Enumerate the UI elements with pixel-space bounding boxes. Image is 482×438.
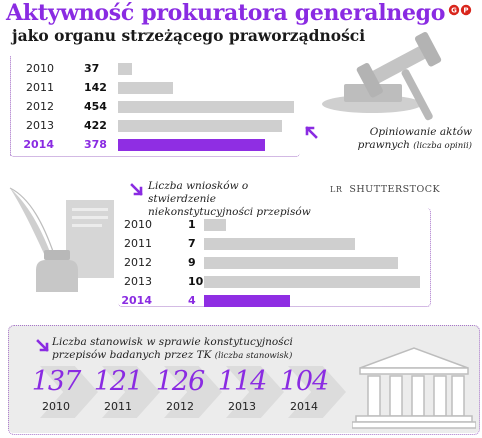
bar-value-label: 7 xyxy=(188,237,196,250)
panel-opinions-caption-text: Opiniowanie aktów prawnych xyxy=(357,126,472,151)
svg-text:P: P xyxy=(463,7,468,15)
page-subtitle: jako organu strzeżącego praworządności xyxy=(12,26,366,45)
bar-category-label: 2010 xyxy=(26,62,54,75)
bar-category-label: 2013 xyxy=(26,119,54,132)
bar xyxy=(204,257,398,269)
bar xyxy=(118,63,132,75)
bar xyxy=(118,139,265,151)
bar-category-label: 2010 xyxy=(124,218,152,231)
category-label: 2011 xyxy=(104,400,132,413)
bar-category-label: 2013 xyxy=(124,275,152,288)
bar-value-label: 454 xyxy=(84,100,107,113)
value-label: 114 xyxy=(217,366,268,397)
category-label: 2013 xyxy=(228,400,256,413)
bar-value-label: 378 xyxy=(84,138,107,151)
category-label: 2014 xyxy=(290,400,318,413)
gavel-icon xyxy=(322,32,442,121)
bar-category-label: 2014 xyxy=(121,294,152,307)
bar-value-label: 142 xyxy=(84,81,107,94)
credit-label: SHUTTERSTOCK xyxy=(349,184,441,195)
inkwell-icon xyxy=(36,250,78,292)
bar xyxy=(118,120,282,132)
panel-tk-caption-unit: (liczba stanowisk) xyxy=(214,351,293,361)
bar xyxy=(204,295,290,307)
category-label: 2010 xyxy=(42,400,70,413)
bar-value-label: 10 xyxy=(188,275,204,288)
bar xyxy=(204,276,420,288)
courthouse-icon xyxy=(352,347,476,429)
bar-value-label: 422 xyxy=(84,119,107,132)
arrow-down-right-icon xyxy=(130,183,143,196)
bar-value-label: 1 xyxy=(188,218,196,231)
bar-value-label: 37 xyxy=(84,62,100,75)
page-title: Aktywność prokuratora generalnego xyxy=(6,0,446,26)
arrow-down-right-icon xyxy=(36,339,49,352)
category-label: 2012 xyxy=(166,400,194,413)
panel-tk-caption: Liczba stanowisk w sprawie konstytucyjno… xyxy=(52,336,348,363)
panel-opinions-caption-unit: (liczba opinii) xyxy=(413,141,472,151)
panel-opinions-frame xyxy=(10,56,300,157)
arrow-up-left-icon xyxy=(305,126,318,139)
panel-opinions-caption: Opiniowanie aktów prawnych (liczba opini… xyxy=(330,126,472,153)
bar-value-label: 4 xyxy=(188,294,196,307)
bar xyxy=(204,219,226,231)
panel-opinions-left-border xyxy=(10,56,11,156)
bar-category-label: 2012 xyxy=(26,100,54,113)
svg-text:G: G xyxy=(451,7,457,15)
value-label: 121 xyxy=(93,366,144,397)
value-label: 104 xyxy=(279,366,330,397)
bar-category-label: 2011 xyxy=(124,237,152,250)
bar-category-label: 2014 xyxy=(23,138,54,151)
panel-tk-caption-text: Liczba stanowisk w sprawie konstytucyjno… xyxy=(52,336,293,361)
panel-motions-caption: Liczba wniosków o stwierdzenie niekonsty… xyxy=(148,180,311,218)
publisher-logo-icon: G P xyxy=(448,4,472,16)
bar xyxy=(118,101,294,113)
bar-value-label: 9 xyxy=(188,256,196,269)
value-label: 137 xyxy=(31,366,82,397)
bar xyxy=(118,82,173,94)
bar-category-label: 2012 xyxy=(124,256,152,269)
credit-text: LR SHUTTERSTOCK xyxy=(330,184,441,195)
value-label: 126 xyxy=(155,366,206,397)
bar xyxy=(204,238,355,250)
panel-tk-frame xyxy=(8,325,480,435)
bar-category-label: 2011 xyxy=(26,81,54,94)
